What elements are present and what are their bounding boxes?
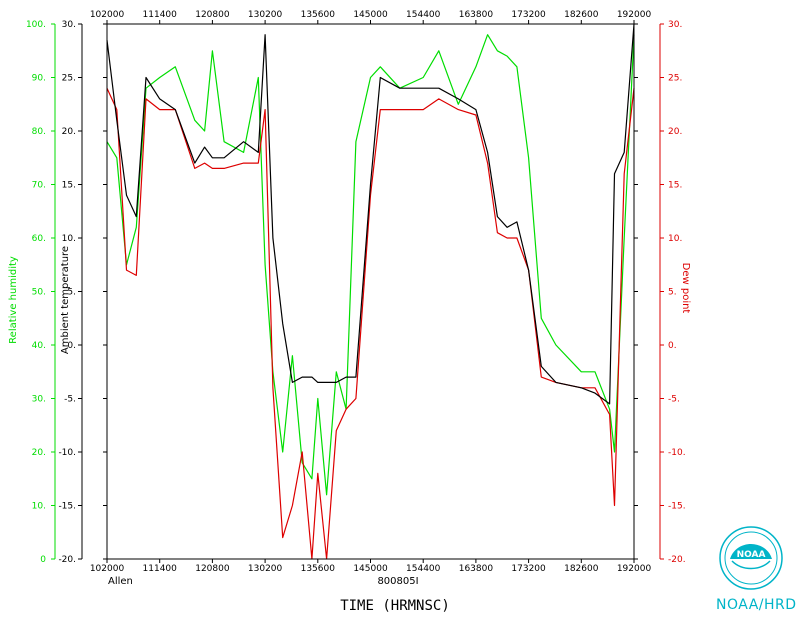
x-tick-label-top: 130200	[248, 10, 283, 20]
x-axis-label: TIME (HRMNSC)	[340, 598, 450, 614]
flight-date: 800805I	[377, 576, 418, 587]
temp-tick-label: 0.	[67, 341, 76, 351]
storm-name: Allen	[108, 576, 133, 587]
axes-layer: 102000 102000 111400 111400 120800 120800 1302…	[26, 10, 686, 574]
x-tick-label-bottom: 163800	[459, 564, 494, 574]
x-tick-label-bottom: 102000	[90, 564, 125, 574]
x-tick-label-bottom: 173200	[511, 564, 546, 574]
temp-tick-label: -15.	[58, 502, 76, 512]
x-tick-label-top: 120800	[195, 10, 230, 20]
rh-tick-label: 40.	[32, 341, 46, 351]
x-tick-label-bottom: 182600	[564, 564, 599, 574]
rh-tick-label: 20.	[32, 448, 46, 458]
series-layer	[106, 23, 635, 560]
dew-tick-label: 20.	[668, 127, 682, 137]
temp-tick-label: 30.	[62, 20, 76, 30]
dew-tick-label: -20.	[668, 555, 686, 565]
plot-frame	[106, 23, 635, 560]
x-tick-label-bottom: 135600	[301, 564, 336, 574]
rh-tick-label: 30.	[32, 395, 46, 405]
series-line-ambient-temperature	[106, 23, 635, 405]
x-tick-label-top: 192000	[617, 10, 652, 20]
noaa-logo-icon: NOAA	[719, 526, 783, 590]
dew-axis-label: Dew point	[680, 263, 691, 314]
temp-tick-label: 20.	[62, 127, 76, 137]
dew-tick-label: 15.	[668, 181, 682, 191]
dew-tick-label: -5.	[668, 395, 680, 405]
x-tick-label-top: 163800	[459, 10, 494, 20]
temp-tick-label: 10.	[62, 234, 76, 244]
rh-axis-label: Relative humidity	[8, 256, 19, 344]
x-tick-label-top: 111400	[143, 10, 178, 20]
x-tick-label-top: 182600	[564, 10, 599, 20]
temp-tick-label: -20.	[58, 555, 76, 565]
temp-tick-label: -5.	[64, 395, 76, 405]
rh-tick-label: 10.	[32, 502, 46, 512]
rh-tick-label: 0	[40, 555, 46, 565]
dew-tick-label: 0.	[668, 341, 677, 351]
temp-axis-label: Ambient temperature	[60, 246, 71, 354]
dew-tick-label: 5.	[668, 288, 677, 298]
x-tick-label-top: 102000	[90, 10, 125, 20]
temp-tick-label: -10.	[58, 448, 76, 458]
x-tick-label-bottom: 192000	[617, 564, 652, 574]
x-tick-label-top: 173200	[511, 10, 546, 20]
series-line-relative-humidity	[106, 34, 635, 496]
x-tick-label-bottom: 120800	[195, 564, 230, 574]
dew-tick-label: -10.	[668, 448, 686, 458]
x-tick-label-bottom: 111400	[143, 564, 178, 574]
series-line-dew-point	[106, 87, 635, 560]
rh-tick-label: 80.	[32, 127, 46, 137]
dew-tick-label: 10.	[668, 234, 682, 244]
x-tick-label-top: 154400	[406, 10, 441, 20]
x-tick-label-bottom: 145000	[353, 564, 388, 574]
x-tick-label-top: 135600	[301, 10, 336, 20]
temp-tick-label: 15.	[62, 181, 76, 191]
x-tick-label-top: 145000	[353, 10, 388, 20]
rh-tick-label: 90.	[32, 74, 46, 84]
temp-tick-label: 25.	[62, 74, 76, 84]
svg-text:NOAA: NOAA	[737, 550, 766, 560]
x-tick-label-bottom: 154400	[406, 564, 441, 574]
dew-tick-label: 25.	[668, 74, 682, 84]
rh-tick-label: 50.	[32, 288, 46, 298]
dew-tick-label: -15.	[668, 502, 686, 512]
agency-label: NOAA/HRD	[716, 597, 797, 613]
dew-tick-label: 30.	[668, 20, 682, 30]
rh-tick-label: 60.	[32, 234, 46, 244]
temp-tick-label: 5.	[67, 288, 76, 298]
rh-tick-label: 100.	[26, 20, 46, 30]
x-tick-label-bottom: 130200	[248, 564, 283, 574]
rh-tick-label: 70.	[32, 181, 46, 191]
